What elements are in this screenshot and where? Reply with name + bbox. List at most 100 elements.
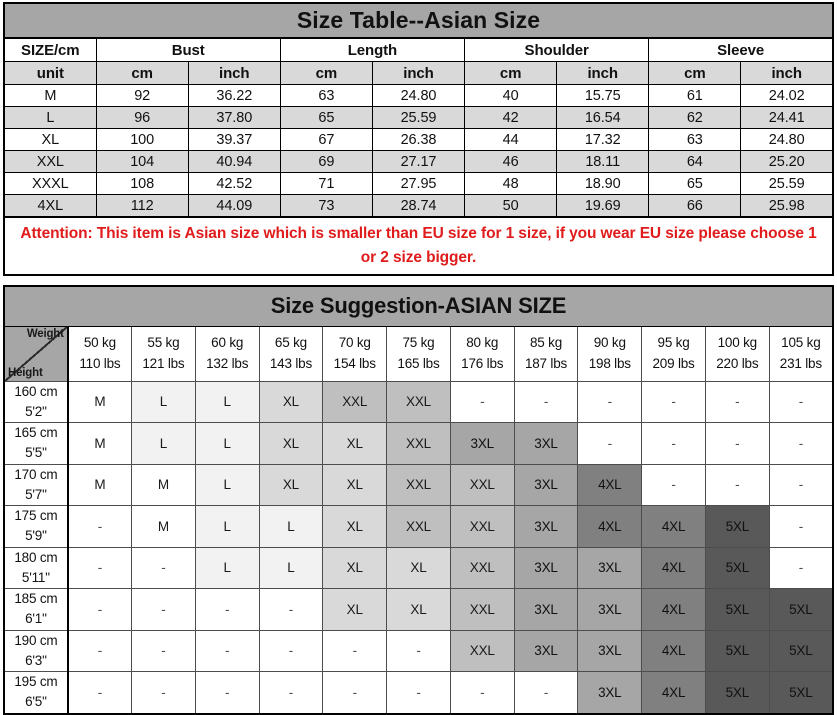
measurement-cell: 112 — [95, 194, 189, 218]
size-suggestion-cell: - — [704, 380, 770, 423]
measurement-cell: 42.52 — [187, 172, 281, 195]
weight-column-header: 70 kg 154 lbs — [322, 325, 388, 382]
height-ft: 5'9" — [25, 528, 47, 544]
suggestion-title-row: Size Suggestion-ASIAN SIZE — [4, 286, 833, 327]
measurement-cell: 16.54 — [556, 106, 650, 129]
size-suggestion-cell: 3XL — [513, 588, 579, 631]
size-suggestion-cell: XXL — [449, 588, 515, 631]
size-suggestion-cell: - — [131, 629, 196, 672]
size-suggestion-cell: XXL — [386, 422, 451, 465]
measurement-cell: 24.02 — [740, 84, 834, 107]
measurement-cell: 37.80 — [187, 106, 281, 129]
height-axis-label: Height — [8, 366, 43, 379]
weight-lbs: 165 lbs — [397, 355, 440, 371]
measurement-cell: 67 — [279, 128, 373, 151]
weight-kg: 65 kg — [274, 334, 307, 350]
weight-kg: 75 kg — [402, 334, 435, 350]
row-size-label: XXXL — [3, 172, 97, 195]
size-suggestion-cell: XXL — [449, 505, 515, 548]
height-cm: 165 cm — [14, 425, 58, 440]
measurement-cell: 44 — [464, 128, 558, 151]
measurement-cell: 100 — [95, 128, 189, 151]
size-suggestion-cell: XXL — [386, 505, 451, 548]
size-chart-page: Size Table--Asian Size SIZE/cm Bust Leng… — [3, 2, 834, 715]
size-suggestion-cell: 3XL — [577, 588, 643, 631]
size-suggestion-cell: M — [67, 380, 133, 423]
measurement-cell: 108 — [95, 172, 189, 195]
height-ft: 5'2" — [25, 403, 47, 419]
height-cm: 160 cm — [14, 383, 58, 399]
size-suggestion-cell: - — [577, 380, 643, 423]
row-size-label: XL — [3, 128, 97, 151]
weight-kg: 100 kg — [717, 334, 758, 350]
unit-bust-inch: inch — [187, 61, 281, 85]
measurement-cell: 64 — [648, 150, 742, 173]
size-suggestion-cell: 3XL — [449, 422, 515, 465]
unit-shoulder-cm: cm — [464, 61, 558, 85]
unit-shoulder-inch: inch — [556, 61, 650, 85]
measurement-cell: 24.41 — [740, 106, 834, 129]
height-row-header: 175 cm 5'9" — [3, 505, 69, 548]
table-row: 4XL 112 44.09 73 28.74 50 19.69 66 25.98 — [3, 194, 834, 218]
header-size-cm: SIZE/cm — [3, 37, 97, 62]
header-length: Length — [279, 37, 466, 62]
size-suggestion-cell: - — [704, 422, 770, 465]
table-row: XL 100 39.37 67 26.38 44 17.32 63 24.80 — [3, 128, 834, 151]
size-suggestion-cell: 3XL — [577, 629, 643, 672]
size-suggestion-cell: 3XL — [513, 505, 579, 548]
size-suggestion-cell: XL — [258, 463, 324, 506]
size-suggestion-cell: - — [67, 588, 133, 631]
measurement-cell: 66 — [648, 194, 742, 218]
size-suggestion-cell: 5XL — [768, 629, 834, 672]
weight-kg: 90 kg — [593, 334, 626, 350]
weight-kg: 60 kg — [211, 334, 244, 350]
size-suggestion-cell: M — [67, 463, 133, 506]
measurement-cell: 44.09 — [187, 194, 281, 218]
suggestion-row: 180 cm 5'11" - - L L XL XL XXL 3XL 3XL 4XL 5XL - — [3, 546, 834, 589]
size-suggestion-cell: 5XL — [704, 505, 770, 548]
table-row: L 96 37.80 65 25.59 42 16.54 62 24.41 — [3, 106, 834, 129]
measurement-cell: 104 — [95, 150, 189, 173]
table-row: M 92 36.22 63 24.80 40 15.75 61 24.02 — [3, 84, 834, 107]
size-table: Size Table--Asian Size SIZE/cm Bust Leng… — [3, 2, 834, 276]
size-suggestion-cell: 3XL — [513, 463, 579, 506]
height-ft: 6'5" — [25, 694, 47, 710]
measurement-cell: 25.20 — [740, 150, 834, 173]
size-suggestion-cell: - — [449, 380, 515, 423]
measurement-cell: 15.75 — [556, 84, 650, 107]
size-suggestion-cell: - — [768, 463, 834, 506]
diagonal-divider-icon — [5, 326, 67, 381]
header-sleeve: Sleeve — [648, 37, 834, 62]
weight-height-corner-cell: Weight Height — [3, 325, 69, 382]
measurement-cell: 36.22 — [187, 84, 281, 107]
size-suggestion-cell: - — [194, 629, 260, 672]
size-suggestion-cell: L — [194, 463, 260, 506]
size-suggestion-table: Size Suggestion-ASIAN SIZE Weight Height… — [3, 285, 834, 715]
size-suggestion-cell: - — [258, 629, 324, 672]
size-suggestion-cell: XXL — [449, 546, 515, 589]
weight-lbs: 231 lbs — [779, 355, 822, 371]
size-suggestion-cell: 4XL — [641, 546, 706, 589]
attention-note: Attention: This item is Asian size which… — [3, 216, 834, 276]
size-suggestion-cell: 4XL — [641, 629, 706, 672]
attention-row: Attention: This item is Asian size which… — [3, 216, 834, 276]
weight-column-header: 50 kg 110 lbs — [67, 325, 133, 382]
size-table-title: Size Table--Asian Size — [4, 3, 833, 39]
size-suggestion-cell: 4XL — [641, 588, 706, 631]
measurement-cell: 25.59 — [371, 106, 466, 129]
measurement-cell: 39.37 — [187, 128, 281, 151]
header-shoulder: Shoulder — [464, 37, 650, 62]
weight-kg: 70 kg — [338, 334, 371, 350]
size-suggestion-cell: XL — [322, 588, 388, 631]
height-row-header: 165 cm 5'5" — [3, 422, 69, 465]
measurement-cell: 69 — [279, 150, 373, 173]
weight-column-header: 100 kg 220 lbs — [704, 325, 770, 382]
size-suggestion-cell: L — [131, 422, 196, 465]
weight-kg: 85 kg — [529, 334, 563, 350]
measurement-cell: 65 — [279, 106, 373, 129]
size-suggestion-cell: 3XL — [513, 629, 579, 672]
size-suggestion-cell: XL — [386, 546, 451, 589]
weight-lbs: 110 lbs — [79, 355, 121, 371]
unit-length-inch: inch — [371, 61, 466, 85]
size-suggestion-cell: XXL — [322, 380, 388, 423]
